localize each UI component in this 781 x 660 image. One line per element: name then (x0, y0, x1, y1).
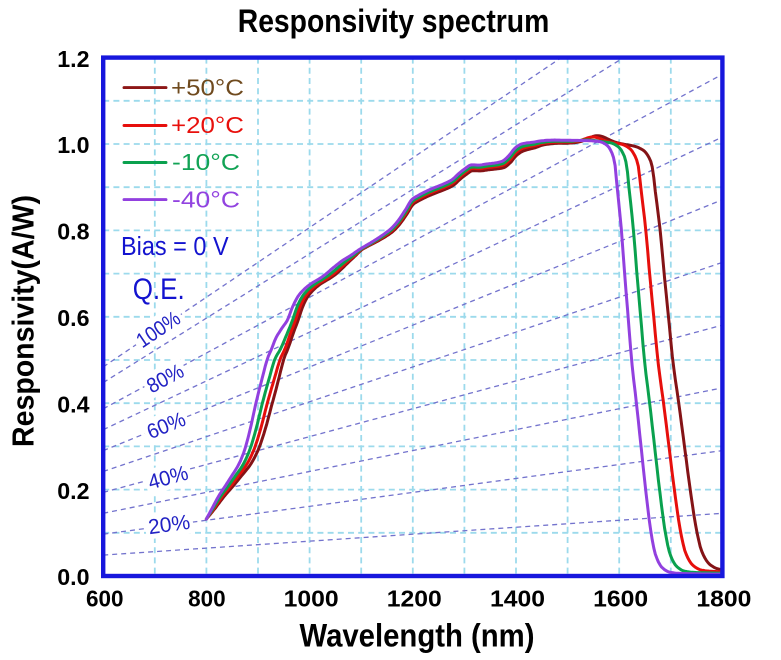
svg-text:Q.E.: Q.E. (133, 273, 185, 306)
svg-text:+20°C: +20°C (171, 112, 244, 138)
svg-text:0.4: 0.4 (57, 391, 89, 417)
svg-text:Responsivity spectrum: Responsivity spectrum (238, 3, 550, 39)
svg-text:Responsivity(A/W): Responsivity(A/W) (6, 195, 41, 447)
svg-text:-40°C: -40°C (172, 187, 240, 213)
svg-text:0.0: 0.0 (57, 564, 89, 590)
svg-text:1200: 1200 (387, 585, 442, 611)
svg-text:+50°C: +50°C (171, 74, 244, 100)
svg-text:1800: 1800 (696, 585, 751, 611)
svg-text:0.8: 0.8 (57, 219, 89, 245)
svg-text:1600: 1600 (593, 585, 648, 611)
svg-text:Wavelength (nm): Wavelength (nm) (300, 618, 535, 654)
svg-text:1.0: 1.0 (57, 132, 89, 158)
svg-text:600: 600 (86, 585, 124, 611)
svg-text:0.6: 0.6 (57, 305, 89, 331)
svg-text:1400: 1400 (490, 585, 545, 611)
svg-text:Bias = 0 V: Bias = 0 V (121, 233, 229, 261)
svg-text:1000: 1000 (284, 585, 339, 611)
svg-text:0.2: 0.2 (57, 478, 89, 504)
svg-text:1.2: 1.2 (57, 46, 89, 72)
svg-text:800: 800 (188, 585, 226, 611)
svg-text:-10°C: -10°C (172, 149, 240, 175)
svg-text:20%: 20% (147, 511, 192, 539)
